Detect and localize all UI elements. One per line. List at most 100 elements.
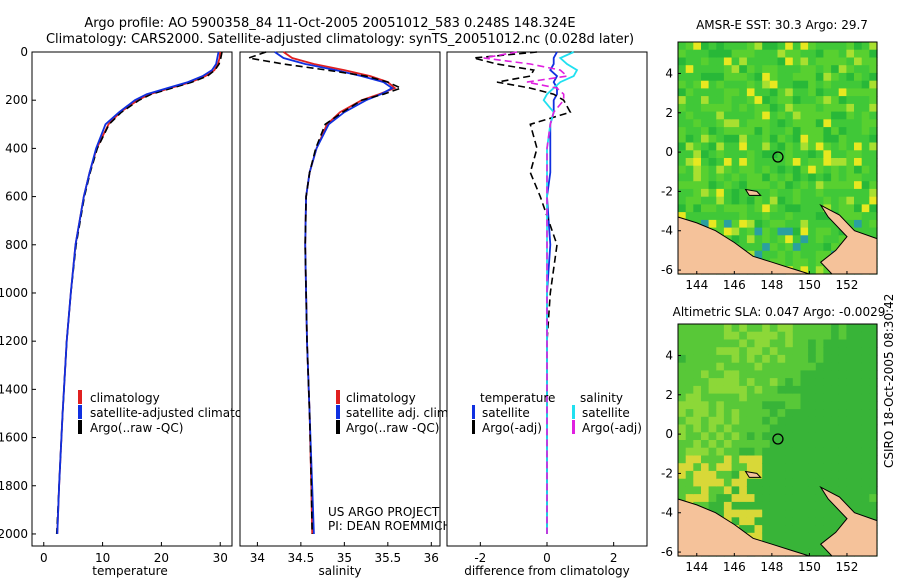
map-cell <box>708 127 717 136</box>
map-cell <box>838 463 847 472</box>
map-cell <box>785 424 794 433</box>
map-cell <box>754 331 763 340</box>
map-cell <box>701 119 710 128</box>
map-cell <box>792 370 802 379</box>
map-cell <box>823 165 832 174</box>
map-cell <box>808 494 817 503</box>
map-cell <box>815 548 825 557</box>
map-cell <box>708 65 717 74</box>
map-cell <box>838 88 847 97</box>
map-cell <box>746 111 756 120</box>
map-cell <box>693 57 702 66</box>
map-cell <box>808 378 817 387</box>
map-cell <box>823 509 832 518</box>
map-cell <box>762 532 771 542</box>
map-cell <box>731 158 740 167</box>
map-cell <box>716 204 725 213</box>
map-cell <box>762 339 771 348</box>
map-cell <box>861 181 870 190</box>
map-cell <box>823 432 832 441</box>
map-cell <box>769 42 779 51</box>
map-cell <box>777 478 786 487</box>
map-cell <box>777 347 786 356</box>
map-cell <box>838 362 847 371</box>
map-cell <box>815 80 825 89</box>
map-frame <box>677 323 878 557</box>
map-cell <box>754 119 763 128</box>
map-cell <box>693 188 702 198</box>
depth-tick-label: 1000 <box>0 286 28 300</box>
map-cell <box>708 111 717 120</box>
map-cell <box>792 478 802 487</box>
map-cell <box>754 370 763 379</box>
difference-legend: temperature salinity satellite Argo(-adj… <box>472 391 642 435</box>
map-cell <box>792 354 802 364</box>
map-cell <box>739 424 748 433</box>
map-cell <box>777 540 786 549</box>
map-cell <box>754 463 763 472</box>
map-cell <box>701 331 710 340</box>
map-cell <box>708 158 717 167</box>
map-cell <box>861 57 870 66</box>
map-cell <box>693 111 702 120</box>
map-cell <box>777 243 786 252</box>
map-cell <box>792 103 802 113</box>
map-cell <box>815 103 825 113</box>
map-cell <box>800 354 809 364</box>
map-cell <box>685 158 694 167</box>
map-cell <box>777 88 786 97</box>
map-cell <box>731 142 740 151</box>
map-cell <box>754 127 763 136</box>
map-cell <box>701 188 710 198</box>
map-cell <box>769 463 779 472</box>
map-cell <box>746 80 756 89</box>
map-cell <box>800 440 809 449</box>
map-cell <box>869 409 878 418</box>
map-cell <box>800 455 809 464</box>
map-cell <box>693 401 702 410</box>
map-cell <box>754 440 763 449</box>
map-cell <box>831 416 840 426</box>
map-cell <box>823 347 832 356</box>
map-cell <box>708 173 717 182</box>
figure-title-line1: Argo profile: AO 5900358_84 11-Oct-2005 … <box>84 16 575 31</box>
map-cell <box>808 243 817 252</box>
map-cell <box>792 181 802 190</box>
map-cell <box>708 393 717 402</box>
map-cell <box>731 470 740 480</box>
map-cell <box>731 204 740 213</box>
map-cell <box>716 470 725 480</box>
csiro-credit: CSIRO 18-Oct-2005 08:30:42 <box>882 294 896 468</box>
map-cell <box>678 416 687 426</box>
map-cell <box>739 196 748 205</box>
map-cell <box>831 173 840 182</box>
map-cell <box>838 494 847 503</box>
map-cell <box>792 96 802 105</box>
difference-series <box>473 51 579 534</box>
map-cell <box>678 65 687 74</box>
map-cell <box>701 478 710 487</box>
map-cell <box>854 432 863 441</box>
map-cell <box>746 72 756 82</box>
map-cell <box>808 486 817 495</box>
map-cell <box>869 470 878 480</box>
map-cell <box>869 354 878 364</box>
map-cell <box>792 49 802 58</box>
map-cell <box>777 212 786 221</box>
map-cell <box>869 501 878 511</box>
map-cell <box>861 227 870 236</box>
map-cell <box>731 72 740 82</box>
map-cell <box>708 486 717 495</box>
map-cell <box>685 401 694 410</box>
map-cell <box>815 463 825 472</box>
map-cell <box>800 150 809 159</box>
map-cell <box>815 393 825 402</box>
map-cell <box>792 235 802 244</box>
map-cell <box>777 57 786 66</box>
map-cell <box>769 347 779 356</box>
map-cell <box>815 127 825 136</box>
map-cell <box>785 204 794 213</box>
map-cell <box>792 158 802 167</box>
map-cell <box>731 455 740 464</box>
map-cell <box>746 486 756 495</box>
